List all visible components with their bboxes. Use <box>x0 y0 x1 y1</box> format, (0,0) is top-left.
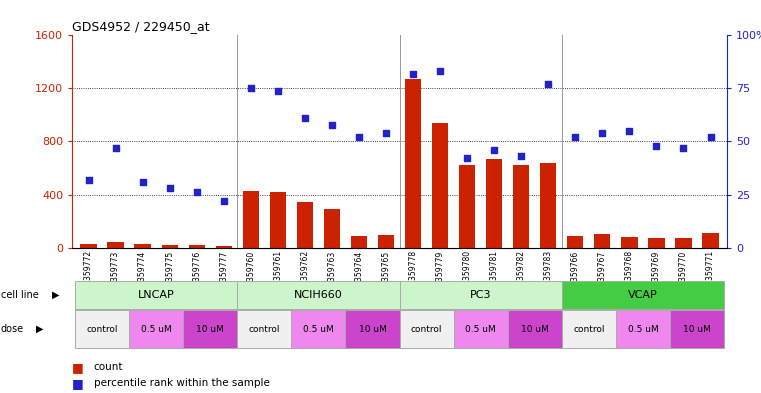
Text: control: control <box>249 325 280 334</box>
Bar <box>81 244 97 248</box>
Bar <box>486 159 502 248</box>
Text: GDS4952 / 229450_at: GDS4952 / 229450_at <box>72 20 210 33</box>
Bar <box>616 310 670 348</box>
Point <box>515 153 527 160</box>
Point <box>218 198 230 204</box>
Point <box>461 155 473 162</box>
Bar <box>432 123 448 248</box>
Point <box>110 145 122 151</box>
Text: LNCAP: LNCAP <box>138 290 174 300</box>
Text: 10 uM: 10 uM <box>196 325 224 334</box>
Point <box>434 68 446 75</box>
Bar <box>291 310 345 348</box>
Point <box>82 176 94 183</box>
Bar <box>400 310 454 348</box>
Point <box>569 134 581 140</box>
Point <box>651 143 663 149</box>
Bar <box>237 281 400 309</box>
Bar <box>540 163 556 248</box>
Bar <box>135 244 151 248</box>
Point <box>272 87 284 94</box>
Point <box>677 145 689 151</box>
Text: PC3: PC3 <box>470 290 492 300</box>
Bar <box>75 310 129 348</box>
Point <box>597 130 609 136</box>
Bar <box>323 209 340 248</box>
Bar <box>459 165 476 248</box>
Bar <box>75 281 237 309</box>
Text: ▶: ▶ <box>36 324 43 334</box>
Point <box>353 134 365 140</box>
Text: 0.5 uM: 0.5 uM <box>303 325 334 334</box>
Bar <box>189 245 205 248</box>
Point <box>407 70 419 77</box>
Bar <box>129 310 183 348</box>
Text: cell line: cell line <box>1 290 39 300</box>
Bar <box>454 310 508 348</box>
Text: 0.5 uM: 0.5 uM <box>628 325 658 334</box>
Bar <box>621 237 638 248</box>
Text: ▶: ▶ <box>52 290 59 300</box>
Text: count: count <box>94 362 123 373</box>
Text: VCAP: VCAP <box>628 290 658 300</box>
Bar <box>702 233 718 248</box>
Text: ■: ■ <box>72 361 84 374</box>
Text: NCIH660: NCIH660 <box>294 290 342 300</box>
Text: 10 uM: 10 uM <box>521 325 549 334</box>
Point <box>623 128 635 134</box>
Bar <box>345 310 400 348</box>
Point <box>705 134 717 140</box>
Text: dose: dose <box>1 324 24 334</box>
Bar <box>648 238 664 248</box>
Text: control: control <box>86 325 118 334</box>
Bar <box>405 79 421 248</box>
Text: ■: ■ <box>72 376 84 390</box>
Text: 0.5 uM: 0.5 uM <box>465 325 496 334</box>
Point <box>326 121 338 128</box>
Bar <box>594 234 610 248</box>
Bar <box>297 202 313 248</box>
Text: 10 uM: 10 uM <box>358 325 387 334</box>
Bar <box>670 310 724 348</box>
Bar <box>215 246 232 248</box>
Bar <box>508 310 562 348</box>
Point <box>488 147 500 153</box>
Point <box>164 185 176 191</box>
Text: control: control <box>411 325 442 334</box>
Bar <box>351 236 367 248</box>
Bar <box>400 281 562 309</box>
Bar <box>243 191 259 248</box>
Bar <box>237 310 291 348</box>
Point <box>245 85 257 92</box>
Point <box>299 115 311 121</box>
Bar <box>567 236 584 248</box>
Text: 10 uM: 10 uM <box>683 325 711 334</box>
Point <box>136 179 148 185</box>
Point <box>380 130 392 136</box>
Bar <box>562 281 724 309</box>
Text: control: control <box>573 325 604 334</box>
Bar <box>562 310 616 348</box>
Bar <box>107 242 124 248</box>
Point <box>542 81 554 87</box>
Text: percentile rank within the sample: percentile rank within the sample <box>94 378 269 388</box>
Bar <box>269 192 286 248</box>
Bar <box>513 165 530 248</box>
Point <box>190 189 202 196</box>
Bar <box>183 310 237 348</box>
Text: 0.5 uM: 0.5 uM <box>141 325 171 334</box>
Bar <box>161 245 178 248</box>
Bar <box>378 235 394 248</box>
Bar <box>675 238 692 248</box>
